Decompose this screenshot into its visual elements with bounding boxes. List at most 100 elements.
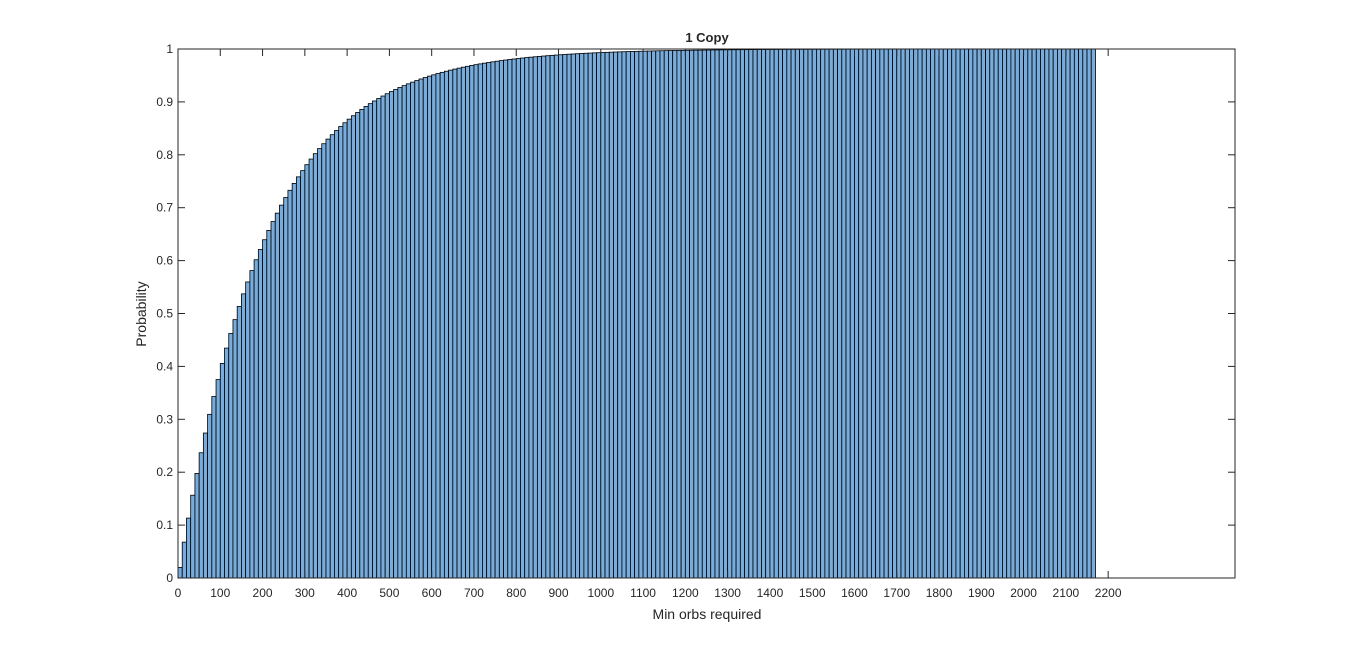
bar-209 [1061,48,1067,579]
bar-125 [706,49,712,579]
bar-94 [575,53,581,579]
bar-216 [1090,48,1096,579]
bar-17 [249,270,255,579]
bar-196 [1006,48,1012,579]
bar-190 [980,48,986,579]
bar-75 [494,60,500,579]
bar-194 [997,48,1003,579]
bar-205 [1044,48,1050,579]
bar-43 [359,108,365,579]
x-tick-label-9: 900 [549,586,569,600]
x-tick-label-2: 200 [253,586,273,600]
bar-181 [942,48,948,579]
bar-84 [532,56,538,579]
bar-100 [600,52,606,579]
bar-105 [621,51,627,579]
bar-157 [841,48,847,579]
bar-51 [393,89,399,579]
bar-153 [824,48,830,579]
bar-155 [832,48,838,579]
bar-6 [202,432,208,579]
bar-156 [837,48,843,579]
bar-28 [295,176,302,579]
bar-172 [904,48,910,579]
bar-206 [1048,48,1054,579]
bar-201 [1027,48,1033,579]
bar-211 [1069,48,1075,579]
bar-36 [329,134,335,579]
bar-57 [418,78,424,579]
bar-127 [714,49,720,579]
bar-148 [803,48,809,579]
bar-109 [638,50,644,579]
bar-200 [1023,48,1029,579]
x-axis: 0 100 200 300 400 500 600 700 800 900 1000 1100 1200… [175,49,1122,600]
x-tick-label-13: 1300 [714,586,741,600]
bar-54 [405,83,411,579]
bar-187 [968,48,974,579]
bar-4 [194,473,200,579]
y-tick-label-6: 0.6 [156,254,173,268]
bar-98 [591,52,597,579]
x-tick-label-18: 1800 [926,586,953,600]
bar-96 [583,52,589,579]
bar-8 [211,396,217,579]
bar-117 [672,50,678,579]
bar-123 [697,49,703,579]
bar-169 [892,48,898,579]
bar-67 [460,66,466,579]
bar-204 [1040,48,1046,579]
bar-58 [422,77,428,579]
bar-group [177,48,1096,579]
x-tick-label-1: 100 [210,586,230,600]
bar-141 [773,49,779,579]
bar-5 [198,452,204,579]
bar-39 [342,122,348,579]
y-tick-label-3: 0.3 [156,412,173,426]
bar-66 [456,67,462,579]
y-tick-label-8: 0.8 [156,148,173,162]
bar-103 [613,51,619,579]
bar-22 [270,221,276,579]
bar-71 [477,63,483,579]
x-tick-label-21: 2100 [1053,586,1080,600]
bar-132 [735,49,741,579]
bar-97 [587,52,593,579]
bar-142 [777,49,784,579]
bar-2 [186,517,192,579]
bar-62 [439,71,445,579]
bar-30 [304,164,310,579]
x-tick-label-16: 1600 [841,586,868,600]
chart-title: 1 Copy [685,30,729,45]
bar-11 [224,347,230,579]
bar-197 [1010,48,1016,579]
bar-149 [807,48,813,579]
x-tick-label-10: 1000 [587,586,614,600]
bar-79 [511,58,517,579]
bar-178 [930,48,936,579]
bar-131 [731,49,737,579]
bar-74 [490,61,496,579]
bar-91 [562,54,568,579]
bar-170 [896,48,902,579]
bar-78 [507,59,513,579]
x-tick-label-22: 2200 [1095,586,1122,600]
bar-61 [435,73,441,579]
bar-146 [794,48,800,579]
y-axis-label: Probability [133,281,149,346]
bar-140 [769,49,775,579]
bar-150 [811,48,817,579]
bar-159 [849,48,855,579]
bar-52 [397,87,403,579]
bar-210 [1065,48,1071,579]
bar-47 [376,98,382,579]
bar-162 [862,48,868,579]
bar-50 [388,91,395,579]
bar-110 [642,50,648,579]
bar-1 [181,541,187,579]
x-tick-label-3: 300 [295,586,315,600]
bar-20 [262,239,268,579]
bar-189 [976,48,982,579]
